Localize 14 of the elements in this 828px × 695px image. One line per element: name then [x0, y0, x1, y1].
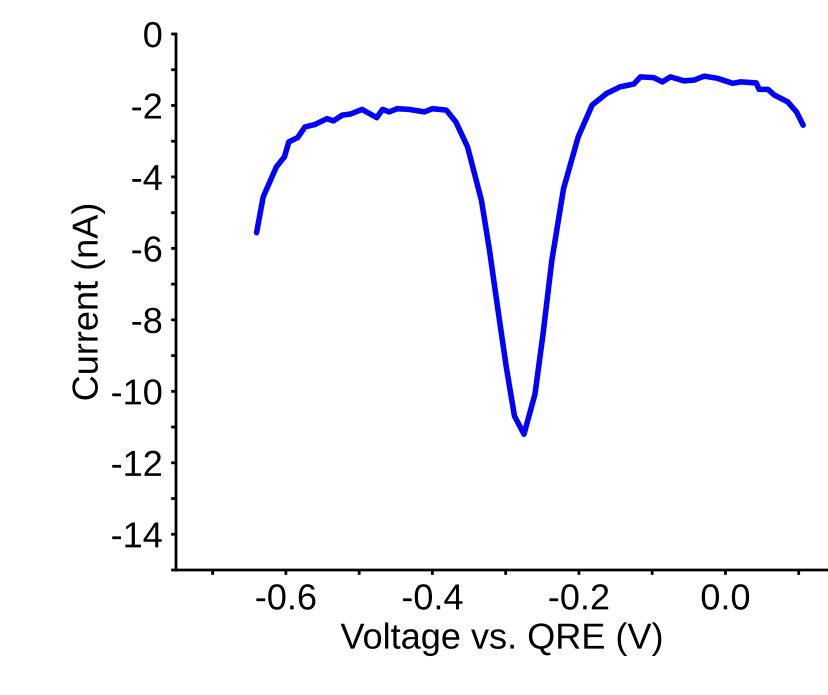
- y-tick-label: -14: [112, 522, 162, 548]
- y-tick-label: -4: [132, 165, 162, 190]
- x-tick-label: -0.2: [549, 584, 608, 610]
- x-tick-label: 0.0: [702, 584, 750, 610]
- y-tick-label: -2: [132, 93, 161, 119]
- y-tick-label: -10: [112, 379, 162, 405]
- x-tick-label: -0.4: [402, 584, 462, 610]
- x-tick-label: -0.6: [256, 584, 316, 610]
- y-tick-label: -12: [112, 450, 161, 476]
- y-tick-label: -6: [132, 236, 162, 262]
- y-axis-title: Current (nA): [71, 204, 106, 400]
- x-axis-title: Voltage vs. QRE (V): [340, 622, 662, 656]
- y-tick-label: 0: [144, 22, 162, 48]
- y-tick-label: -8: [132, 308, 162, 334]
